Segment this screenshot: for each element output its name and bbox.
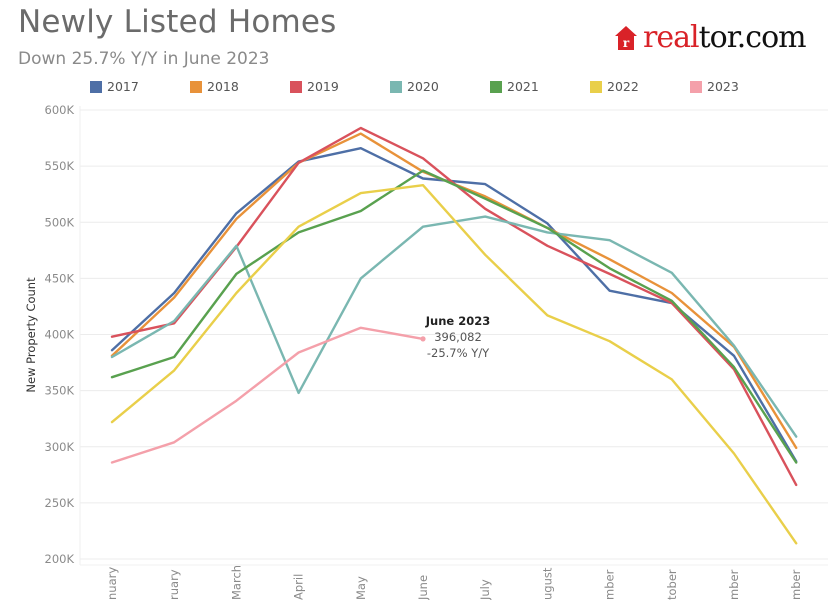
annotation-point xyxy=(420,336,426,342)
legend-swatch xyxy=(90,80,102,93)
legend-swatch xyxy=(290,80,302,93)
x-tick-label: tober xyxy=(665,569,679,600)
legend-label: 2018 xyxy=(207,79,239,94)
legend-item-2022: 2022 xyxy=(590,79,639,94)
series-line-2022 xyxy=(110,183,798,545)
y-axis-title: New Property Count xyxy=(24,277,38,393)
y-tick-label: 250K xyxy=(45,496,75,510)
legend-item-2018: 2018 xyxy=(190,79,239,94)
house-icon: r xyxy=(615,26,637,50)
logo-wordmark: realtor.com xyxy=(643,20,807,55)
annotation-line-3: -25.7% Y/Y xyxy=(427,346,490,360)
y-tick-label: 300K xyxy=(45,440,75,454)
chart-title: Newly Listed Homes xyxy=(18,4,337,40)
legend-item-2017: 2017 xyxy=(90,79,139,94)
series-line-2021 xyxy=(110,169,798,464)
legend-label: 2019 xyxy=(307,79,339,94)
annotation-line-2: 396,082 xyxy=(434,330,482,344)
legend-item-2023: 2023 xyxy=(690,79,739,94)
legend-label: 2023 xyxy=(707,79,739,94)
y-tick-label: 400K xyxy=(45,328,75,342)
x-tick-label: ruary xyxy=(167,569,181,600)
legend-swatch xyxy=(190,80,202,93)
x-tick-label: mber xyxy=(789,569,803,600)
legend-label: 2021 xyxy=(507,79,539,94)
legend-swatch xyxy=(490,80,502,93)
y-tick-label: 500K xyxy=(45,215,75,229)
chart-legend: 2017 2018 2019 2020 2021 2022 2023 xyxy=(0,79,837,97)
x-tick-label: nuary xyxy=(105,567,119,600)
y-tick-label: 600K xyxy=(45,103,75,117)
y-tick-label: 550K xyxy=(45,159,75,173)
x-tick-label: ugust xyxy=(540,567,554,600)
legend-swatch xyxy=(690,80,702,93)
legend-label: 2020 xyxy=(407,79,439,94)
legend-item-2021: 2021 xyxy=(490,79,539,94)
annotation-line-1: June 2023 xyxy=(425,314,490,328)
legend-swatch xyxy=(390,80,402,93)
x-tick-label: April xyxy=(292,574,306,600)
x-tick-label: mber xyxy=(727,569,741,600)
legend-item-2019: 2019 xyxy=(290,79,339,94)
legend-label: 2022 xyxy=(607,79,639,94)
x-tick-label: mber xyxy=(603,569,617,600)
svg-text:r: r xyxy=(623,36,630,50)
x-tick-label: July xyxy=(478,579,492,600)
y-tick-label: 200K xyxy=(45,552,75,566)
x-tick-label: June xyxy=(416,575,430,600)
legend-swatch xyxy=(590,80,602,93)
y-tick-label: 450K xyxy=(45,271,75,285)
y-tick-label: 350K xyxy=(45,384,75,398)
x-tick-label: May xyxy=(354,576,368,600)
legend-item-2020: 2020 xyxy=(390,79,439,94)
x-tick-label: March xyxy=(229,565,243,600)
chart-subtitle: Down 25.7% Y/Y in June 2023 xyxy=(18,49,270,69)
legend-label: 2017 xyxy=(107,79,139,94)
series-line-2023 xyxy=(110,326,425,464)
realtor-logo: r realtor.com xyxy=(614,20,807,56)
